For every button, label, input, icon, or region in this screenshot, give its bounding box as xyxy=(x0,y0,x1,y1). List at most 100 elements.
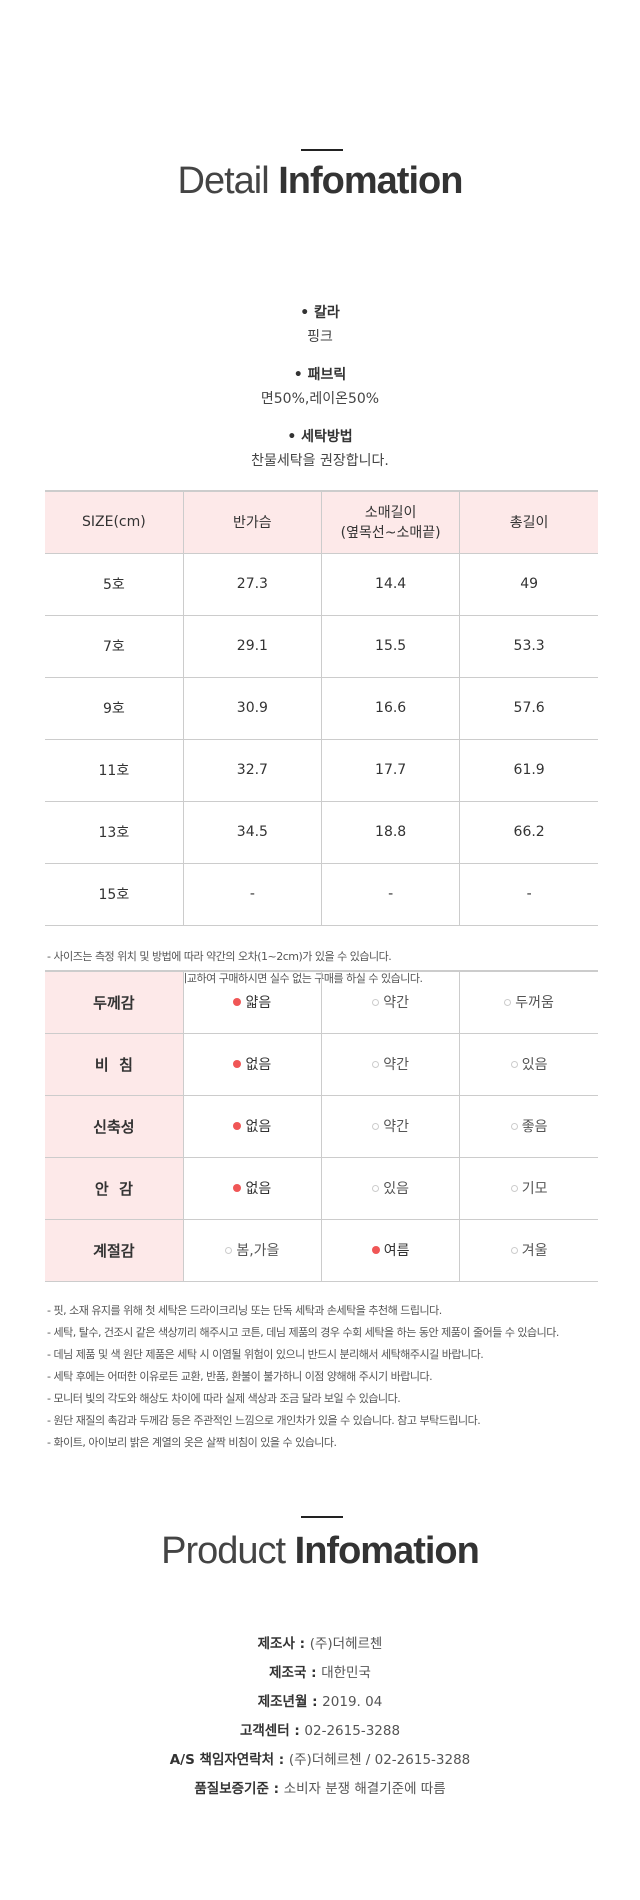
size-cell: 17.7 xyxy=(321,738,461,802)
size-cell: 32.7 xyxy=(183,738,323,802)
unselected-dot-icon xyxy=(504,999,512,1007)
product-title: Product Infomation xyxy=(161,1530,480,1572)
unselected-dot-icon xyxy=(372,999,380,1007)
size-cell: 34.5 xyxy=(183,800,323,864)
size-cell: 5호 xyxy=(45,552,184,616)
unselected-dot-icon xyxy=(510,1123,518,1130)
note-line: - 모니터 빛의 각도와 해상도 차이에 따라 실제 색상과 조금 달라 보일 … xyxy=(47,1392,401,1405)
size-cell: - xyxy=(183,862,323,926)
size-cell: 11호 xyxy=(45,738,184,802)
feel-label: 계절감 xyxy=(45,1218,184,1282)
note-line: - 세탁 후에는 어떠한 이유로든 교환, 반품, 환불이 불가하니 이점 양해… xyxy=(47,1370,433,1383)
title-divider xyxy=(301,149,343,151)
size-row: 7호 29.1 15.5 53.3 xyxy=(45,614,598,678)
size-cell: 14.4 xyxy=(321,552,461,616)
size-cell: 15.5 xyxy=(321,614,461,678)
selected-dot-icon xyxy=(233,1122,242,1130)
note-line: - 세탁, 탈수, 건조시 같은 색상끼리 해주시고 코튼, 데님 제품의 경우… xyxy=(47,1326,559,1339)
feel-option: 두꺼움 xyxy=(459,970,598,1034)
size-cell: - xyxy=(321,862,461,926)
size-cell: 9호 xyxy=(45,676,184,740)
product-info-row: 고객센터 : 02-2615-3288 xyxy=(239,1723,401,1739)
size-row: 9호 30.9 16.6 57.6 xyxy=(45,676,598,740)
header-chest: 반가슴 xyxy=(183,490,323,554)
note-line: - 사이즈는 측정 위치 및 방법에 따라 약간의 오차(1~2cm)가 있을 … xyxy=(47,950,392,963)
feel-option: 여름 xyxy=(321,1218,461,1282)
note-line: - 화이트, 아이보리 밝은 계열의 옷은 살짝 비침이 있을 수 있습니다. xyxy=(47,1436,337,1449)
feel-option: 좋음 xyxy=(459,1094,598,1158)
size-cell: 53.3 xyxy=(459,614,598,678)
fabric-feel-table: 두께감 얇음 약간 두꺼움 비 침 없음 약간 있음 신축성 없음 약간 좋음 안 감 없음 있음 기모 계절감… xyxy=(45,970,598,1282)
selected-dot-icon xyxy=(371,1246,380,1254)
size-cell: 29.1 xyxy=(183,614,323,678)
feel-row: 비 침 없음 약간 있음 xyxy=(45,1032,598,1096)
feel-option: 겨울 xyxy=(459,1218,598,1282)
feel-option: 약간 xyxy=(321,1032,461,1096)
note-line: - 원단 재질의 촉감과 두께감 등은 주관적인 느낌으로 개인차가 있을 수 … xyxy=(47,1414,481,1427)
spec-value: 면50%,레이온50% xyxy=(260,391,380,407)
selected-dot-icon xyxy=(233,1060,242,1068)
product-info-row: 제조국 : 대한민국 xyxy=(269,1665,371,1681)
feel-row: 두께감 얇음 약간 두꺼움 xyxy=(45,970,598,1034)
size-cell: - xyxy=(459,862,598,926)
product-info-row: 제조사 : (주)더헤르첸 xyxy=(257,1636,383,1652)
feel-label: 두께감 xyxy=(45,970,184,1034)
header-length: 총길이 xyxy=(459,490,598,554)
size-cell: 30.9 xyxy=(183,676,323,740)
size-cell: 15호 xyxy=(45,862,184,926)
unselected-dot-icon xyxy=(510,1247,518,1254)
feel-row: 신축성 없음 약간 좋음 xyxy=(45,1094,598,1158)
unselected-dot-icon xyxy=(225,1247,233,1254)
detail-title: Detail Infomation xyxy=(177,160,464,202)
header-sleeve: 소매길이 (옆목선~소매끝) xyxy=(321,490,461,554)
feel-option: 봄,가을 xyxy=(183,1218,323,1282)
feel-row: 계절감 봄,가을 여름 겨울 xyxy=(45,1218,598,1282)
product-info-row: 품질보증기준 : 소비자 분쟁 해결기준에 따름 xyxy=(194,1781,446,1797)
unselected-dot-icon xyxy=(510,1185,518,1192)
feel-option: 없음 xyxy=(183,1094,323,1158)
header-size: SIZE(cm) xyxy=(45,490,184,554)
size-cell: 27.3 xyxy=(183,552,323,616)
size-cell: 61.9 xyxy=(459,738,598,802)
product-info-row: A/S 책임자연락처 : (주)더헤르첸 / 02-2615-3288 xyxy=(169,1752,471,1768)
unselected-dot-icon xyxy=(372,1185,380,1192)
spec-label: • 세탁방법 xyxy=(287,429,353,445)
size-table: SIZE(cm) 반가슴 소매길이 (옆목선~소매끝) 총길이 5호 27.3 14.… xyxy=(45,490,598,926)
title-divider xyxy=(301,1516,343,1518)
unselected-dot-icon xyxy=(372,1061,380,1068)
size-row: 5호 27.3 14.4 49 xyxy=(45,552,598,616)
size-row: 13호 34.5 18.8 66.2 xyxy=(45,800,598,864)
feel-option: 약간 xyxy=(321,970,461,1034)
feel-option: 있음 xyxy=(321,1156,461,1220)
product-info-row: 제조년월 : 2019. 04 xyxy=(257,1694,383,1710)
care-notes: - 핏, 소재 유지를 위해 첫 세탁은 드라이크리닝 또는 단독 세탁과 손세… xyxy=(47,1300,627,1454)
size-cell: 13호 xyxy=(45,800,184,864)
spec-value: 찬물세탁을 권장합니다. xyxy=(251,453,389,469)
unselected-dot-icon xyxy=(372,1123,380,1130)
size-row: 11호 32.7 17.7 61.9 xyxy=(45,738,598,802)
spacer xyxy=(0,349,640,363)
feel-option: 얇음 xyxy=(183,970,323,1034)
feel-option: 기모 xyxy=(459,1156,598,1220)
size-row: 15호 - - - xyxy=(45,862,598,926)
note-line: - 데님 제품 및 색 원단 제품은 세탁 시 이염될 위험이 있으니 반드시 … xyxy=(47,1348,484,1361)
size-cell: 66.2 xyxy=(459,800,598,864)
feel-label: 안 감 xyxy=(45,1156,184,1220)
feel-option: 약간 xyxy=(321,1094,461,1158)
spec-value: 핑크 xyxy=(307,329,333,345)
feel-option: 있음 xyxy=(459,1032,598,1096)
selected-dot-icon xyxy=(233,998,242,1007)
spec-label: • 칼라 xyxy=(300,305,340,321)
feel-label: 신축성 xyxy=(45,1094,184,1158)
selected-dot-icon xyxy=(233,1184,242,1192)
size-table-header: SIZE(cm) 반가슴 소매길이 (옆목선~소매끝) 총길이 xyxy=(45,490,598,554)
spacer xyxy=(0,411,640,425)
spec-label: • 패브릭 xyxy=(293,367,347,383)
size-cell: 7호 xyxy=(45,614,184,678)
feel-label: 비 침 xyxy=(45,1032,184,1096)
unselected-dot-icon xyxy=(510,1061,518,1068)
note-line: - 핏, 소재 유지를 위해 첫 세탁은 드라이크리닝 또는 단독 세탁과 손세… xyxy=(47,1304,442,1317)
feel-option: 없음 xyxy=(183,1032,323,1096)
